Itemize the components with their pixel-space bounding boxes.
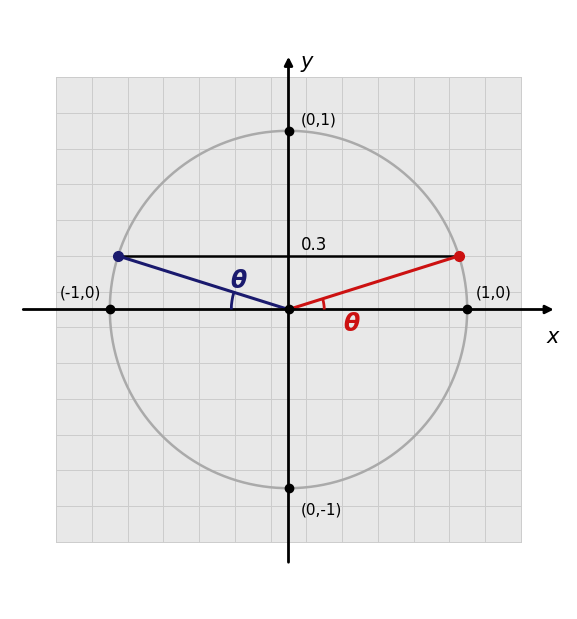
Text: x: x — [547, 327, 559, 347]
Text: y: y — [301, 52, 313, 72]
Text: (1,0): (1,0) — [476, 286, 512, 301]
Text: θ: θ — [230, 269, 246, 293]
Text: (0,1): (0,1) — [301, 113, 337, 128]
Text: (-1,0): (-1,0) — [59, 286, 101, 301]
Text: (0,-1): (0,-1) — [301, 502, 342, 517]
Bar — [56, 77, 521, 542]
Text: θ: θ — [343, 312, 359, 335]
Text: 0.3: 0.3 — [301, 236, 327, 254]
